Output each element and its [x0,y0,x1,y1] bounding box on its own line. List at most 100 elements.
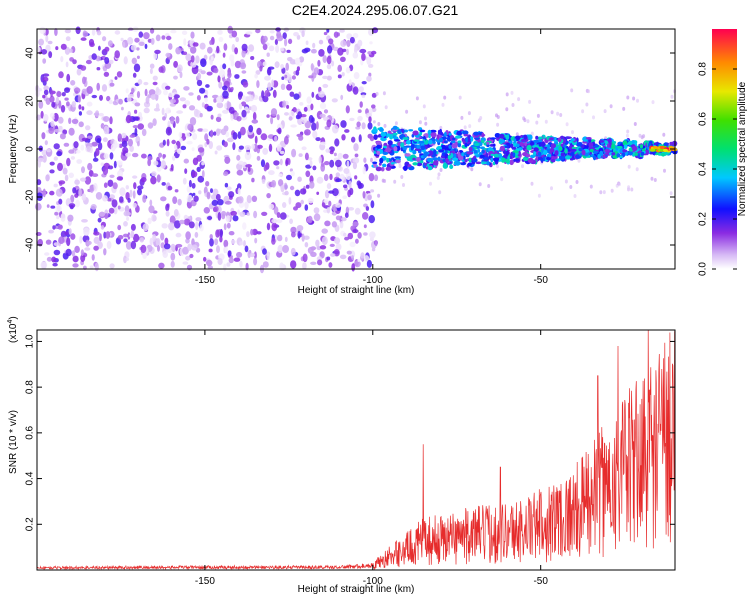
spectrogram-cell [442,162,448,169]
spectrogram-cell [197,72,202,80]
spectrogram-cell [478,182,482,187]
colorbar-label: Normalized spectral amplitude [737,81,748,216]
spectrogram-cell [74,245,80,253]
spectrogram-cell [310,48,317,54]
spectrogram-cell [239,211,246,217]
spectrogram-cell [351,263,356,272]
spectrogram-cell [289,218,293,225]
spectrogram-cell [247,91,254,95]
spectrogram-cell [290,124,297,128]
spectrogram-cell [217,212,222,221]
spectrogram-cell [207,265,213,270]
spectrogram-cell [349,36,355,44]
spectrogram-cell [370,157,373,163]
spectrogram-cell [482,157,489,160]
spectrogram-cell [570,148,577,152]
spectrogram-cell [354,175,358,180]
spectrogram-cell [360,252,365,259]
spectrogram-cell [354,207,361,215]
spectrogram-cell [581,145,585,149]
spectrogram-cell [226,186,232,191]
spectrogram-cell [137,79,143,85]
spectrogram-cell [659,145,665,150]
spectrogram-cell [208,141,213,149]
spectrogram-cell [357,109,362,113]
spectrogram-cell [142,252,147,259]
spectrogram-cell [171,139,176,145]
spectrogram-cell [276,166,280,170]
spectrogram-cell [658,144,663,147]
spectrogram-cell [262,39,266,46]
spectrogram-cell [268,45,275,52]
spectrogram-cell [496,122,500,127]
spectrogram-cell [289,59,297,65]
spectrogram-cell [530,154,536,159]
spectrogram-cell [403,129,408,133]
spectrogram-cell [547,143,550,150]
spectrogram-cell [68,228,72,235]
spectrogram-cell [185,53,192,62]
spectrogram-cell [248,125,254,133]
spectrogram-cell [424,121,428,126]
spectrogram-cell [394,139,401,142]
spectrogram-cell [62,163,66,169]
spectrogram-cell [189,117,197,126]
spectrogram-cell [53,183,58,188]
spectrogram-cell [271,79,275,88]
spectrogram-cell [367,122,373,130]
spectrogram-cell [505,107,509,112]
spectrogram-cell [299,102,304,106]
spectrogram-cell [256,80,260,89]
spectrogram-cell [640,151,645,156]
spectrogram-cell [412,162,418,166]
spectrogram-cell [174,220,181,229]
spectrogram-cell [313,207,320,214]
spectrogram-cell [40,261,48,270]
spectrogram-cell [227,137,234,143]
spectrogram-cell [360,59,364,66]
spectrogram-cell [328,262,333,268]
spectrogram-cell [496,115,500,119]
spectrogram-cell [407,164,412,168]
spectrogram-cell [569,157,574,161]
spectrogram-cell [250,104,258,113]
spectrogram-cell [68,172,75,179]
spectrogram-cell [266,193,271,199]
spectrogram-cell [48,229,54,234]
snr-panel: -150 -100 -50 0.2 0.4 0.6 0.8 1.0 Height of st… [7,316,676,595]
spectrogram-cell [165,210,170,217]
spectrogram-cell [560,152,565,157]
spectrogram-cell [82,76,86,85]
spectrogram-cell [78,104,82,110]
spectrogram-cell [599,140,605,143]
spectrogram-cell [125,212,132,216]
spectrogram-cell [530,131,534,136]
spectrogram-cell [362,191,366,199]
spectrogram-cell [38,100,44,109]
spectrogram-cell [375,166,382,172]
spectrogram-cell [324,161,330,166]
spectrogram-cell [496,164,499,169]
colorbar-tick-label: 0.4 [698,162,709,176]
spectrogram-cell [357,232,362,239]
spectrogram-cell [60,105,66,113]
spectrogram-cell [239,241,244,246]
spectrogram-cell [418,120,422,125]
spectrogram-cell [297,111,302,119]
spectrogram-cell [627,185,631,190]
spectrogram-cell [125,241,132,250]
spectrogram-cell [87,162,93,171]
spectrogram-cell [473,149,478,154]
spectrogram-cell [182,261,189,265]
spectrogram-cell [65,36,71,42]
spectrogram-cell [132,202,137,208]
spectrogram-cell [264,89,270,98]
spectrogram-cell [230,86,234,91]
spectrogram-cell [127,197,131,203]
spectrogram-cell [219,228,223,238]
spectrogram-cell [92,157,99,162]
spectrogram-cell [363,232,368,236]
spectrogram-cell [530,181,534,186]
spectrogram-cell [325,148,331,153]
